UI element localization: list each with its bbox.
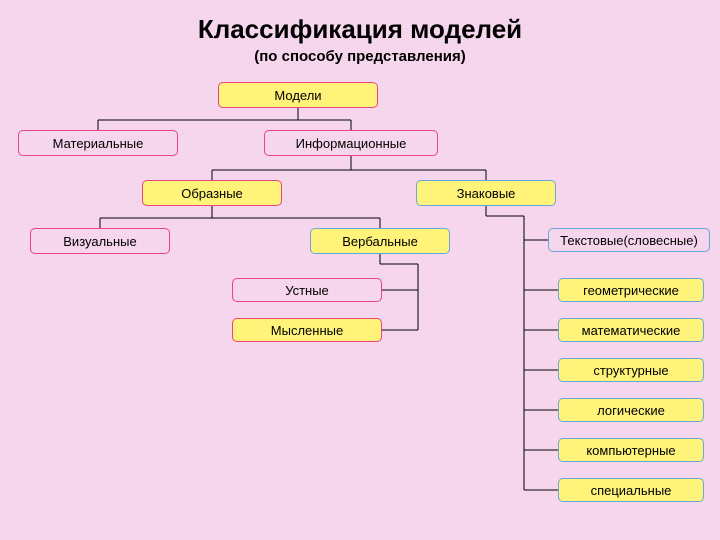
node-models: Модели bbox=[218, 82, 378, 108]
node-oral: Устные bbox=[232, 278, 382, 302]
node-sign: Знаковые bbox=[416, 180, 556, 206]
node-mental: Мысленные bbox=[232, 318, 382, 342]
node-textual: Текстовые(словесные) bbox=[548, 228, 710, 252]
node-structural: структурные bbox=[558, 358, 704, 382]
node-logical: логические bbox=[558, 398, 704, 422]
node-visual: Визуальные bbox=[30, 228, 170, 254]
node-figurative: Образные bbox=[142, 180, 282, 206]
node-computer: компьютерные bbox=[558, 438, 704, 462]
node-material: Материальные bbox=[18, 130, 178, 156]
node-special: специальные bbox=[558, 478, 704, 502]
node-geometric: геометрические bbox=[558, 278, 704, 302]
node-mathematical: математические bbox=[558, 318, 704, 342]
node-verbal: Вербальные bbox=[310, 228, 450, 254]
node-information: Информационные bbox=[264, 130, 438, 156]
